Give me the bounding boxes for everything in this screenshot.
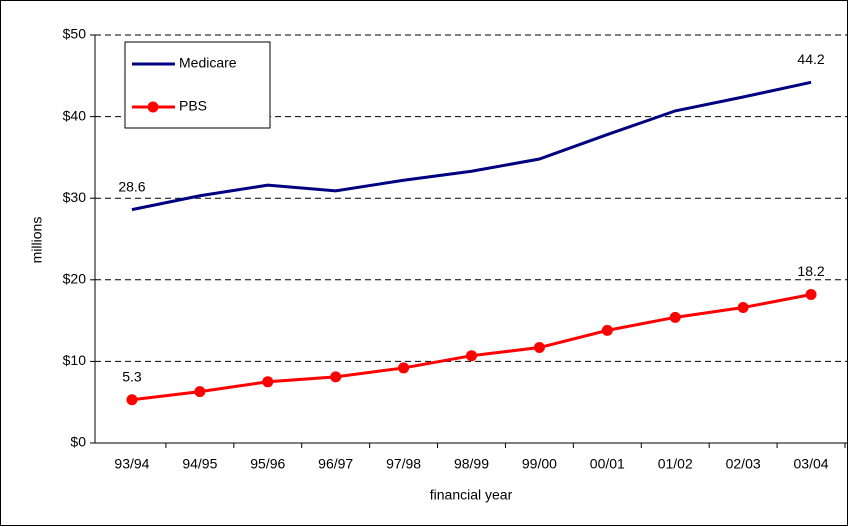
legend-label: PBS	[179, 98, 207, 114]
data-point	[669, 311, 681, 323]
data-point	[126, 394, 138, 406]
x-tick-label: 03/04	[794, 456, 829, 472]
data-label: 44.2	[797, 51, 824, 67]
data-point	[398, 362, 410, 374]
data-point	[194, 386, 206, 398]
y-tick-label: $40	[63, 107, 87, 123]
y-tick-label: $50	[63, 26, 87, 42]
data-label: 5.3	[122, 368, 142, 384]
data-point	[330, 371, 342, 383]
data-label: 18.2	[797, 263, 824, 279]
y-tick-label: $10	[63, 352, 87, 368]
legend-box	[124, 41, 271, 129]
y-tick-label: $0	[70, 434, 86, 450]
x-tick-label: 97/98	[386, 456, 421, 472]
data-point	[262, 376, 274, 388]
x-tick-label: 02/03	[726, 456, 761, 472]
x-tick-label: 93/94	[114, 456, 149, 472]
x-tick-label: 94/95	[182, 456, 217, 472]
y-tick-label: $30	[63, 189, 87, 205]
y-axis-label: millions	[29, 217, 45, 264]
x-tick-label: 98/99	[454, 456, 489, 472]
x-tick-label: 01/02	[658, 456, 693, 472]
data-point	[805, 288, 817, 300]
data-point	[533, 342, 545, 354]
x-tick-label: 95/96	[250, 456, 285, 472]
data-point	[737, 302, 749, 314]
y-tick-label: $20	[63, 271, 87, 287]
legend-marker	[147, 101, 159, 113]
x-tick-label: 00/01	[590, 456, 625, 472]
data-point	[601, 324, 613, 336]
legend-label: Medicare	[179, 55, 237, 71]
x-axis-label: financial year	[430, 487, 513, 503]
x-tick-label: 96/97	[318, 456, 353, 472]
data-label: 28.6	[118, 178, 145, 194]
x-tick-label: 99/00	[522, 456, 557, 472]
data-point	[466, 350, 477, 362]
series-line	[131, 80, 812, 212]
